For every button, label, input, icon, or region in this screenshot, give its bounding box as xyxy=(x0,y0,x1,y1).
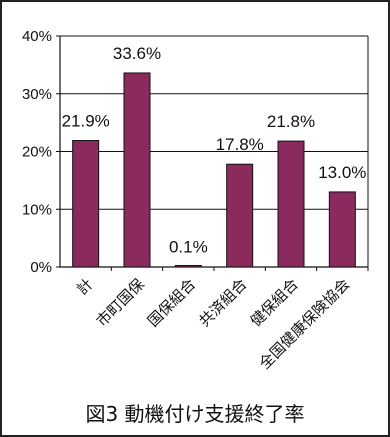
y-tick-label: 40% xyxy=(22,28,52,45)
category-label: 計 xyxy=(73,275,96,298)
data-label: 21.8% xyxy=(267,112,315,131)
y-tick-label: 30% xyxy=(22,86,52,103)
data-label: 13.0% xyxy=(318,163,366,182)
category-label: 全国健康保険協会 xyxy=(256,275,354,373)
bar xyxy=(123,72,151,268)
data-label: 33.6% xyxy=(113,44,161,63)
bar xyxy=(174,265,202,268)
bar xyxy=(277,140,305,268)
y-tick-labels: 0% 10% 20% 30% 40% xyxy=(22,28,52,276)
gridlines xyxy=(60,35,368,210)
bar xyxy=(328,191,356,268)
data-labels: 21.9% 33.6% 0.1% 17.8%21.8% 13.0% xyxy=(62,44,367,256)
category-label: 共済組合 xyxy=(195,275,250,330)
y-tick-label: 10% xyxy=(22,201,52,218)
figure-caption: 図3 動機付け支援終了率 xyxy=(85,402,305,426)
data-label: 0.1% xyxy=(169,237,208,256)
bars xyxy=(72,72,356,268)
category-label: 市町国保 xyxy=(93,275,148,330)
data-label: 21.9% xyxy=(62,112,110,131)
axes xyxy=(56,35,369,271)
data-label: 17.8% xyxy=(216,135,264,154)
y-tick-label: 0% xyxy=(30,259,52,276)
bar xyxy=(72,140,100,268)
bar xyxy=(226,163,254,268)
y-tick-label: 20% xyxy=(22,144,52,161)
category-label: 国保組合 xyxy=(144,275,199,330)
